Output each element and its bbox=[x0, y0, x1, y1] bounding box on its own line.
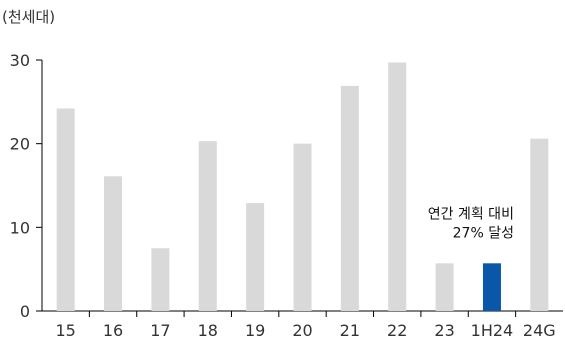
bar bbox=[151, 248, 170, 311]
x-tick-label: 24G bbox=[523, 321, 556, 340]
annotation-line-2: 27% 달성 bbox=[453, 225, 514, 241]
x-tick-label: 18 bbox=[198, 321, 218, 340]
x-tick-label: 21 bbox=[340, 321, 360, 340]
bar bbox=[435, 263, 454, 311]
x-ticks: 15 16 17 18 19 20 21 22 23 1H24 24G bbox=[56, 311, 556, 340]
bars bbox=[56, 62, 549, 312]
x-axis: 15 16 17 18 19 20 21 22 23 1H24 24G bbox=[42, 310, 563, 340]
bar bbox=[246, 203, 265, 311]
y-axis-unit-label: (천세대) bbox=[2, 8, 55, 26]
bar bbox=[104, 176, 123, 311]
annotation: 연간 계획 대비 27% 달성 bbox=[428, 206, 514, 241]
y-axis: 0 10 20 30 bbox=[10, 51, 43, 321]
bar bbox=[388, 62, 407, 312]
x-tick-label: 20 bbox=[292, 321, 312, 340]
bar bbox=[530, 138, 549, 311]
y-tick-label: 10 bbox=[10, 218, 30, 237]
annotation-line-1: 연간 계획 대비 bbox=[428, 206, 514, 222]
x-tick-label: 1H24 bbox=[471, 321, 514, 340]
x-tick-label: 19 bbox=[245, 321, 265, 340]
x-tick-label: 22 bbox=[387, 321, 407, 340]
y-ticks: 0 10 20 30 bbox=[10, 51, 42, 321]
x-tick-label: 17 bbox=[150, 321, 170, 340]
bar bbox=[56, 108, 75, 311]
bar bbox=[198, 141, 217, 311]
y-tick-label: 20 bbox=[10, 135, 30, 154]
x-tick-label: 15 bbox=[56, 321, 76, 340]
bar-highlight bbox=[482, 263, 501, 311]
y-tick-label: 0 bbox=[20, 302, 30, 321]
bar bbox=[293, 143, 312, 311]
x-tick-label: 16 bbox=[103, 321, 123, 340]
bar bbox=[340, 85, 359, 311]
x-tick-label: 23 bbox=[434, 321, 454, 340]
y-tick-label: 30 bbox=[10, 51, 30, 70]
